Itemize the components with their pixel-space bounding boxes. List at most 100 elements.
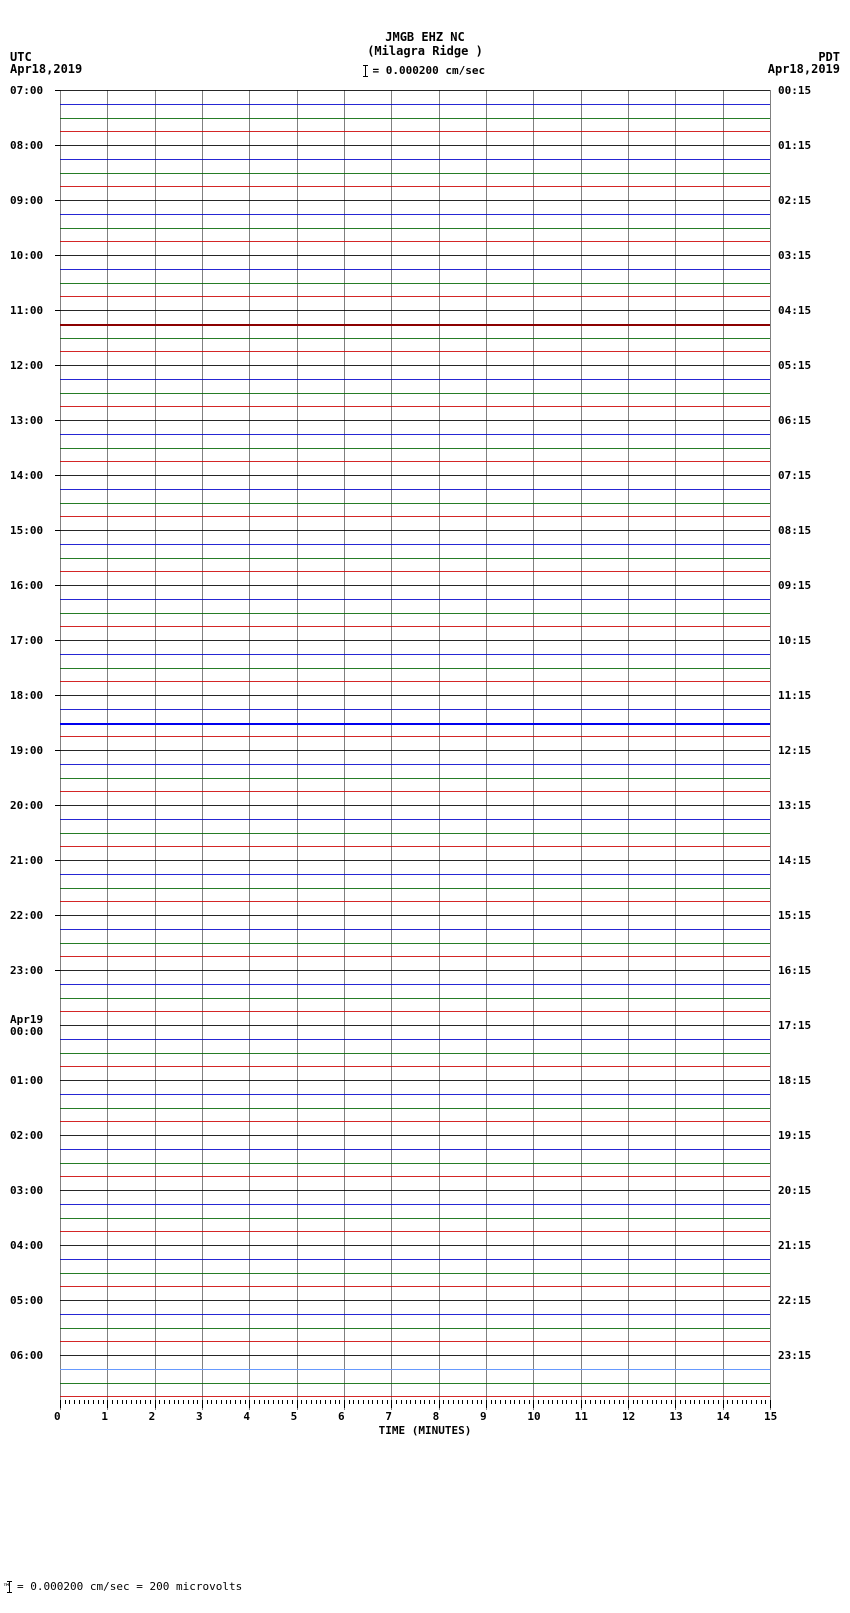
seismic-trace	[60, 104, 770, 105]
x-tick	[694, 1400, 695, 1404]
right-time-label: 10:15	[778, 634, 811, 647]
right-time-label: 21:15	[778, 1239, 811, 1252]
right-time-label: 15:15	[778, 909, 811, 922]
x-tick	[424, 1400, 425, 1404]
x-tick	[410, 1400, 411, 1404]
seismic-trace	[60, 998, 770, 999]
x-tick	[623, 1400, 624, 1404]
x-tick	[415, 1400, 416, 1404]
tick	[55, 365, 60, 366]
x-tick	[84, 1400, 85, 1404]
tick	[55, 695, 60, 696]
x-tick	[462, 1400, 463, 1404]
seismic-trace	[60, 1053, 770, 1054]
x-tick-label: 13	[669, 1410, 682, 1423]
x-tick	[344, 1400, 345, 1408]
seismic-trace	[60, 1341, 770, 1342]
seismic-trace	[60, 434, 770, 435]
left-time-label: 09:00	[10, 194, 43, 207]
x-tick	[581, 1400, 582, 1408]
tick	[55, 750, 60, 751]
tick	[55, 200, 60, 201]
seismic-trace	[60, 1108, 770, 1109]
seismic-trace	[60, 1355, 770, 1356]
x-tick	[765, 1400, 766, 1404]
seismic-trace	[60, 503, 770, 504]
x-tick	[614, 1400, 615, 1404]
seismic-trace	[60, 118, 770, 119]
seismic-trace	[60, 214, 770, 215]
x-tick	[377, 1400, 378, 1404]
right-time-label: 05:15	[778, 359, 811, 372]
x-tick	[481, 1400, 482, 1404]
x-tick	[699, 1400, 700, 1404]
x-tick	[562, 1400, 563, 1404]
x-tick	[98, 1400, 99, 1404]
x-tick	[112, 1400, 113, 1404]
seismic-trace	[60, 723, 770, 725]
x-tick	[642, 1400, 643, 1404]
seismic-trace	[60, 1273, 770, 1274]
x-tick	[297, 1400, 298, 1408]
x-tick	[510, 1400, 511, 1404]
tick	[55, 90, 60, 91]
seismic-trace	[60, 736, 770, 737]
x-tick	[382, 1400, 383, 1404]
left-time-label: 10:00	[10, 249, 43, 262]
x-tick	[88, 1400, 89, 1404]
x-tick	[770, 1400, 771, 1408]
x-tick	[159, 1400, 160, 1404]
x-tick	[713, 1400, 714, 1404]
seismic-trace	[60, 516, 770, 517]
seismic-trace	[60, 1149, 770, 1150]
x-tick-label: 9	[480, 1410, 487, 1423]
seismic-trace	[60, 1245, 770, 1246]
right-time-label: 07:15	[778, 469, 811, 482]
left-time-label: 02:00	[10, 1129, 43, 1142]
x-tick	[325, 1400, 326, 1404]
x-tick	[103, 1400, 104, 1404]
left-time-label: 01:00	[10, 1074, 43, 1087]
seismic-trace	[60, 269, 770, 270]
seismic-trace	[60, 1259, 770, 1260]
x-tick	[661, 1400, 662, 1404]
x-tick	[282, 1400, 283, 1404]
seismic-trace	[60, 186, 770, 187]
x-tick	[169, 1400, 170, 1404]
seismic-trace	[60, 571, 770, 572]
x-tick	[107, 1400, 108, 1408]
x-tick	[628, 1400, 629, 1408]
right-time-label: 03:15	[778, 249, 811, 262]
x-tick	[93, 1400, 94, 1404]
seismic-trace	[60, 1066, 770, 1067]
right-time-label: 00:15	[778, 84, 811, 97]
seismic-trace	[60, 131, 770, 132]
left-time-label: 17:00	[10, 634, 43, 647]
x-tick	[519, 1400, 520, 1404]
scale-bar-icon	[365, 65, 366, 77]
x-tick	[126, 1400, 127, 1404]
seismic-trace	[60, 475, 770, 476]
x-tick	[240, 1400, 241, 1404]
x-tick	[273, 1400, 274, 1404]
seismic-trace	[60, 750, 770, 751]
left-time-label: 23:00	[10, 964, 43, 977]
left-time-label: 00:00	[10, 1025, 43, 1038]
seismic-trace	[60, 228, 770, 229]
seismic-trace	[60, 393, 770, 394]
seismic-trace	[60, 379, 770, 380]
seismic-trace	[60, 970, 770, 971]
x-tick	[491, 1400, 492, 1404]
x-tick	[477, 1400, 478, 1404]
title-line2: (Milagra Ridge )	[0, 44, 850, 58]
right-time-label: 22:15	[778, 1294, 811, 1307]
seismic-trace	[60, 200, 770, 201]
x-tick	[652, 1400, 653, 1404]
x-tick	[193, 1400, 194, 1404]
seismic-trace	[60, 1094, 770, 1095]
x-tick	[65, 1400, 66, 1404]
seismic-trace	[60, 1190, 770, 1191]
seismic-trace	[60, 1135, 770, 1136]
right-time-label: 23:15	[778, 1349, 811, 1362]
left-time-label: 16:00	[10, 579, 43, 592]
